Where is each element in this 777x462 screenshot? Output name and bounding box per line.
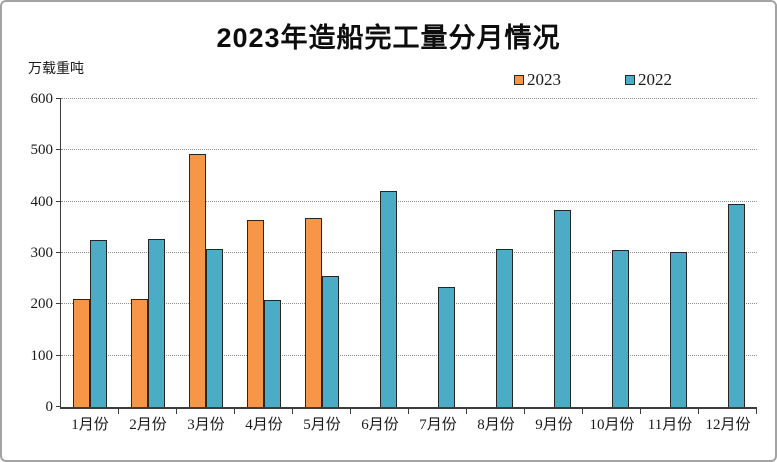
x-axis-tick-10 — [640, 409, 641, 414]
bar-2022-11月份 — [670, 251, 687, 407]
bar-group-12月份 — [699, 99, 757, 407]
y-axis-label-200: 200 — [30, 296, 54, 313]
bar-group-11月份 — [641, 99, 699, 407]
legend-swatch-2022 — [625, 74, 635, 85]
bar-group-7月份 — [409, 99, 467, 407]
y-axis-label-0: 0 — [45, 399, 54, 415]
legend-label-2022: 2022 — [638, 70, 672, 89]
y-axis-tick-200 — [56, 303, 61, 305]
bar-group-10月份 — [583, 99, 641, 407]
bar-2023-1月份 — [73, 299, 90, 407]
x-axis-labels: 1月份 2月份 3月份 4月份 5月份 6月份 7月份 8月份 9月份 10月份 11月份 12月份 — [61, 413, 757, 434]
bar-group-6月份 — [351, 99, 409, 407]
bar-group-4月份 — [235, 99, 293, 407]
x-axis-tick-7 — [466, 409, 467, 414]
gridline-100 — [61, 354, 757, 356]
x-axis-label-9月份: 9月份 — [535, 417, 573, 433]
bar-2022-12月份 — [728, 204, 745, 407]
bar-group-9月份 — [525, 99, 583, 407]
y-axis-label-400: 400 — [30, 193, 54, 210]
y-axis-label-100: 100 — [30, 347, 54, 364]
y-axis-tick-0 — [56, 406, 61, 407]
x-axis-tick-8 — [523, 409, 525, 414]
x-axis-tick-6 — [408, 409, 409, 414]
x-axis-tick-2 — [175, 409, 177, 414]
y-axis-tick-100 — [56, 354, 61, 356]
legend-item-2022: 2022 — [625, 71, 672, 88]
legend-item-2023: 2023 — [514, 71, 561, 88]
bar-group-5月份 — [293, 99, 351, 407]
x-axis-label-1月份: 1月份 — [71, 417, 109, 433]
x-axis-label-10月份: 10月份 — [589, 417, 635, 433]
x-axis-tick-9 — [582, 409, 583, 414]
gridline-200 — [61, 303, 757, 305]
x-axis-label-2月份: 2月份 — [129, 417, 167, 433]
x-axis-tick-11 — [698, 409, 699, 414]
bar-2022-9月份 — [554, 209, 571, 407]
bar-2022-4月份 — [264, 300, 281, 407]
gridline-600 — [61, 98, 757, 99]
y-axis-tick-500 — [56, 149, 61, 151]
bar-2022-2月份 — [148, 239, 165, 407]
y-axis-tick-400 — [56, 200, 61, 202]
bar-2023-3月份 — [189, 153, 206, 407]
legend: 2023 2022 — [514, 71, 672, 88]
x-axis-label-7月份: 7月份 — [419, 417, 457, 433]
bar-2022-1月份 — [90, 240, 107, 407]
x-axis-label-11月份: 11月份 — [647, 417, 693, 433]
bar-groups — [61, 99, 757, 407]
x-axis-tick-4 — [291, 409, 293, 414]
gridline-300 — [61, 252, 757, 253]
bar-group-2月份 — [119, 99, 177, 407]
x-axis-tick-3 — [234, 409, 235, 414]
bar-2023-4月份 — [247, 220, 264, 407]
x-axis-label-5月份: 5月份 — [303, 417, 341, 433]
plot-area: 0 100 200 300 400 500 600 1月份 2月份 3月份 4月份 5月份 6月份 7月份… — [31, 91, 757, 433]
y-axis-label-300: 300 — [30, 245, 54, 261]
bar-group-3月份 — [177, 99, 235, 407]
x-axis-label-6月份: 6月份 — [361, 417, 399, 433]
y-axis-label-500: 500 — [30, 142, 54, 159]
legend-label-2023: 2023 — [527, 70, 561, 89]
x-axis-label-8月份: 8月份 — [477, 417, 515, 433]
y-axis-tick-600 — [56, 98, 61, 99]
bar-2022-8月份 — [496, 248, 513, 407]
x-axis-tick-12 — [756, 409, 757, 414]
bar-2023-2月份 — [131, 299, 148, 407]
bar-2022-10月份 — [612, 250, 629, 407]
bar-2022-5月份 — [322, 276, 339, 407]
x-axis-label-12月份: 12月份 — [705, 417, 751, 433]
y-axis-label-600: 600 — [30, 91, 54, 107]
bar-group-1月份 — [61, 99, 119, 407]
x-axis-label-4月份: 4月份 — [245, 417, 283, 433]
bar-2023-5月份 — [305, 218, 322, 407]
legend-swatch-2023 — [514, 74, 524, 85]
y-axis-tick-300 — [56, 252, 61, 253]
chart-title: 2023年造船完工量分月情况 — [216, 23, 561, 53]
bar-2022-7月份 — [438, 287, 455, 407]
y-axis-unit-label: 万载重吨 — [28, 62, 84, 77]
bar-2022-3月份 — [206, 249, 223, 407]
gridline-500 — [61, 149, 757, 151]
x-axis-label-3月份: 3月份 — [187, 417, 225, 433]
bar-group-8月份 — [467, 99, 525, 407]
x-axis-tick-1 — [117, 409, 119, 414]
x-axis-tick-5 — [350, 409, 351, 414]
bar-2022-6月份 — [380, 190, 397, 407]
gridline-400 — [61, 200, 757, 202]
